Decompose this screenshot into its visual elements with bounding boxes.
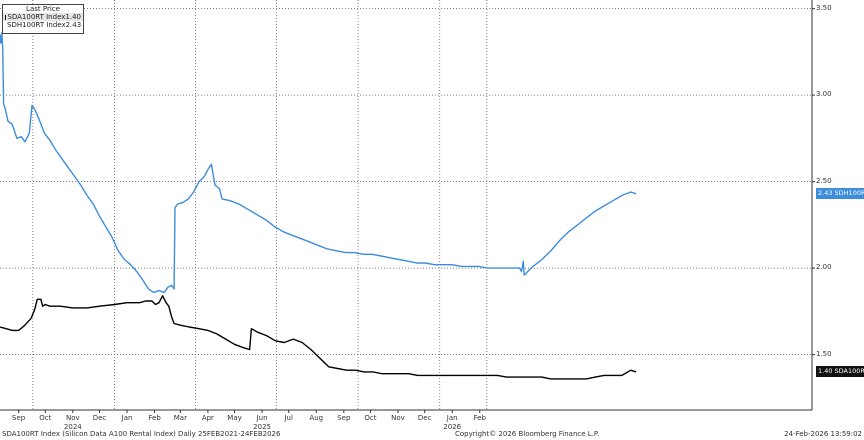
x-tick-label: Sep <box>337 414 351 422</box>
x-tick-label: Sep <box>12 414 26 422</box>
y-tick-label: 2.50 <box>816 176 832 185</box>
y-tick-label: 3.50 <box>816 3 832 12</box>
legend-value: 2.43 <box>65 21 82 29</box>
y-tick-label: 1.50 <box>816 349 832 358</box>
last-value-label-sda100rt: 1.40 SDA100RT <box>816 366 864 378</box>
series-line-sdh100rt <box>0 32 637 294</box>
legend-title: Last Price <box>26 5 60 13</box>
x-tick-label: Nov <box>391 414 405 422</box>
x-tick-label: Dec <box>92 414 107 422</box>
x-tick-label: Jun <box>256 414 268 422</box>
series-layer <box>0 32 637 380</box>
x-tick-label: Jul <box>284 414 293 422</box>
y-tick-label: 3.00 <box>816 90 832 99</box>
last-value-label-sdh100rt: 2.43 SDH100RT <box>816 188 864 200</box>
x-tick-label: Nov <box>66 414 80 422</box>
footer-copyright: Copyright© 2026 Bloomberg Finance L.P. <box>455 430 600 438</box>
x-tick-label: Jan <box>121 414 133 422</box>
legend-item-sda100rt[interactable]: SDA100RT Index 1.40 <box>3 13 83 21</box>
x-tick-label: Oct <box>364 414 377 422</box>
x-tick-label: Aug <box>309 414 324 422</box>
x-tick-label: Oct <box>39 414 52 422</box>
x-tick-label: Dec <box>417 414 432 422</box>
legend-label: SDA100RT Index <box>7 13 66 21</box>
x-tick-label: Feb <box>148 414 161 422</box>
x-year-label: 2026 <box>443 423 462 431</box>
series-line-sda100rt <box>0 295 637 380</box>
x-tick-label: Apr <box>201 414 214 422</box>
x-year-label: 2024 <box>63 423 82 431</box>
x-tick-label: Jan <box>446 414 458 422</box>
legend[interactable]: Last Price SDA100RT Index 1.40 SDH100RT … <box>2 4 84 34</box>
y-tick-label: 2.00 <box>816 263 832 272</box>
legend-label: SDH100RT Index <box>7 21 66 29</box>
footer-timestamp: 24-Feb-2026 13:59:02 <box>784 430 862 438</box>
x-tick-label: Feb <box>473 414 486 422</box>
footer-description: SDA100RT Index (Silicon Data A100 Rental… <box>2 430 281 438</box>
x-tick-label: May <box>227 414 242 422</box>
legend-item-sdh100rt[interactable]: SDH100RT Index 2.43 <box>3 21 83 29</box>
legend-value: 1.40 <box>65 13 81 21</box>
x-year-label: 2025 <box>253 423 271 431</box>
grid-layer <box>0 0 815 413</box>
x-tick-label: Mar <box>173 414 187 422</box>
